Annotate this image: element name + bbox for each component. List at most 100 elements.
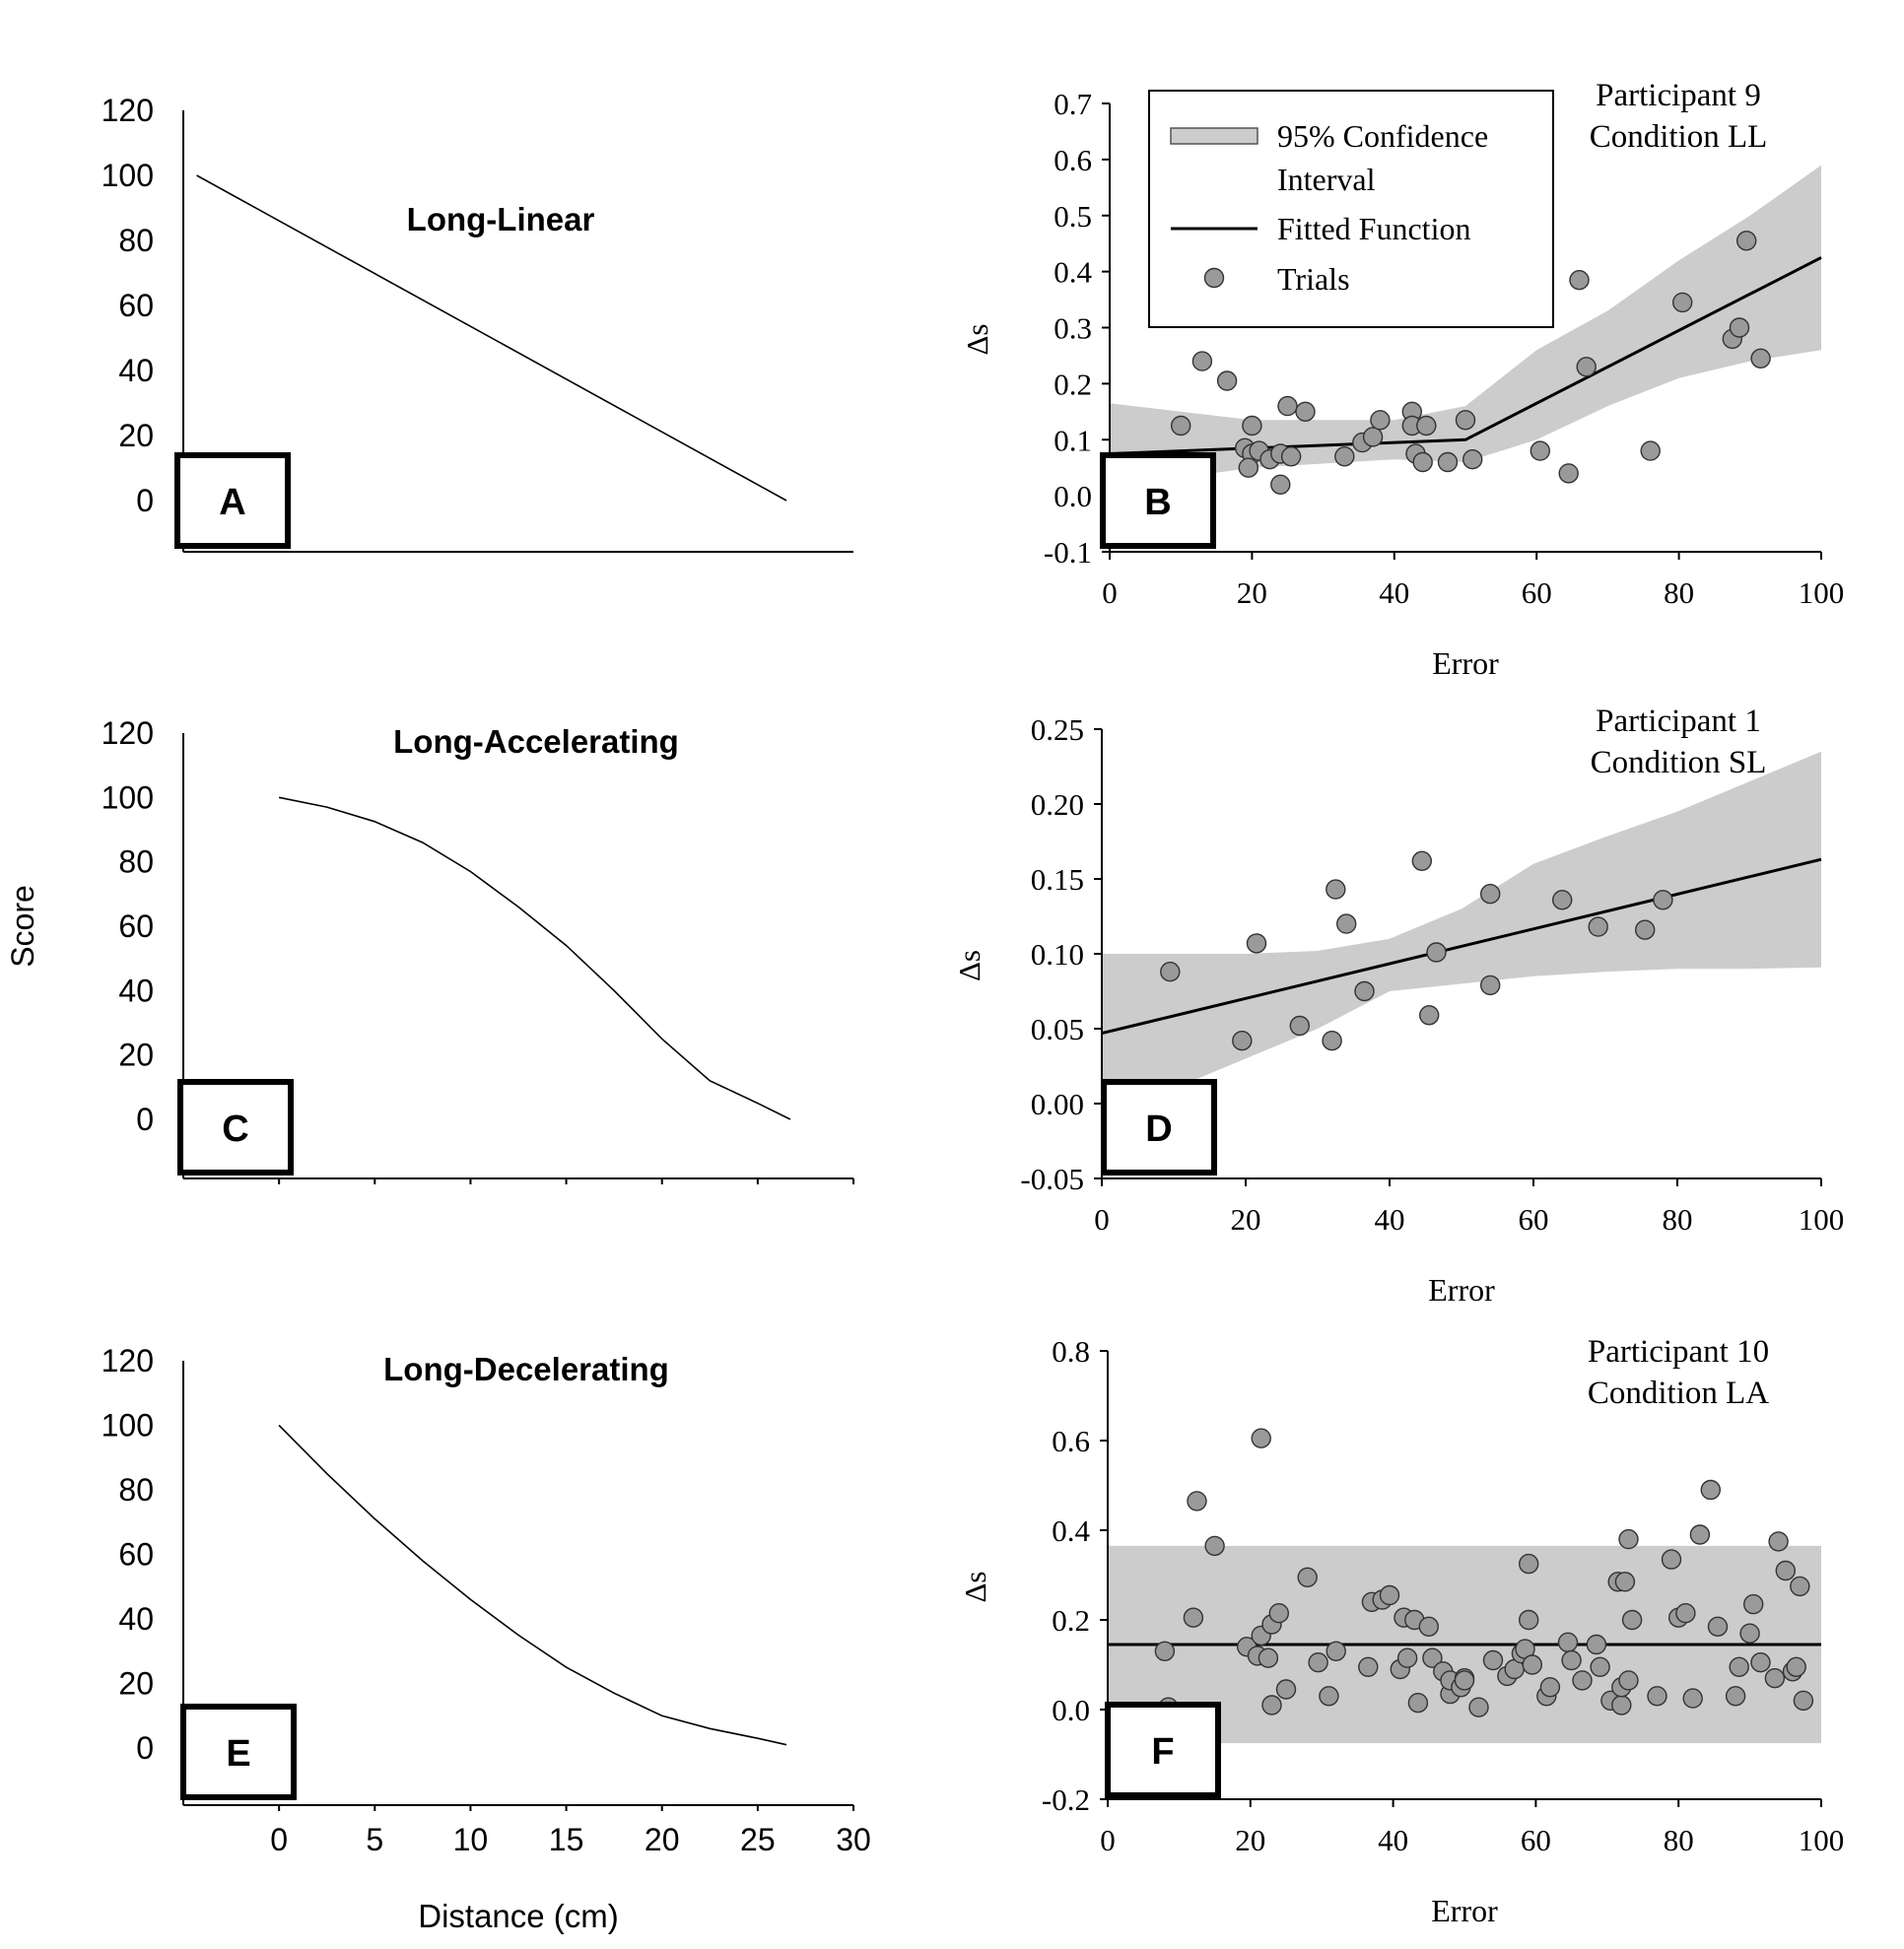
panel-label: C xyxy=(222,1109,248,1150)
series-line xyxy=(278,1424,787,1746)
participant-label: Participant 10 xyxy=(1588,1334,1769,1370)
trial-point xyxy=(1308,1651,1328,1673)
panel-label-box xyxy=(180,1704,297,1800)
x-tick-label: 40 xyxy=(1379,575,1409,610)
trial-point xyxy=(1335,913,1357,934)
trial-point xyxy=(1479,884,1501,905)
trial-point xyxy=(1216,370,1238,391)
trial-point xyxy=(1729,1656,1749,1678)
chart-title: Long-Linear xyxy=(407,201,595,237)
trial-point xyxy=(1261,1695,1282,1715)
trial-point xyxy=(1277,395,1298,417)
trial-point xyxy=(1187,1491,1207,1512)
trial-point xyxy=(1739,1623,1760,1644)
y-tick-label: 0 xyxy=(136,483,154,518)
trial-point xyxy=(1295,401,1316,422)
series-line xyxy=(278,796,791,1120)
y-tick-label: 60 xyxy=(118,1537,154,1573)
legend-trials-label: Trials xyxy=(1277,261,1350,297)
panel-label-box xyxy=(1105,1702,1221,1798)
trial-point xyxy=(1191,351,1213,371)
trial-point xyxy=(1322,1030,1342,1051)
trial-point xyxy=(1618,1528,1639,1550)
panel-label: A xyxy=(219,482,245,523)
trial-point xyxy=(1411,850,1433,871)
confidence-band xyxy=(1102,751,1821,1089)
trial-point xyxy=(1682,1688,1703,1709)
trial-point xyxy=(1518,1553,1539,1575)
participant-label: Participant 9 xyxy=(1596,78,1761,113)
panel-label-box xyxy=(1101,1079,1217,1176)
y-tick-label: 20 xyxy=(118,418,154,453)
x-tick-label: 20 xyxy=(645,1822,680,1857)
trial-point xyxy=(1412,451,1433,473)
trial-point xyxy=(1289,1015,1311,1037)
trial-point xyxy=(1468,1697,1489,1717)
trial-point xyxy=(1611,1695,1632,1715)
x-tick-label: 0 xyxy=(1094,1202,1110,1237)
condition-label: Condition LA xyxy=(1588,1376,1769,1411)
trial-point xyxy=(1742,1593,1764,1615)
trial-point xyxy=(1326,879,1346,900)
legend-ci-label: 95% Confidence xyxy=(1277,118,1488,154)
trial-point xyxy=(1407,1692,1429,1714)
x-tick-label: 100 xyxy=(1799,1823,1845,1857)
legend-ci-swatch xyxy=(1170,127,1258,145)
trial-point xyxy=(1775,1560,1797,1581)
legend-trials-swatch xyxy=(1203,267,1225,289)
trial-point xyxy=(1358,1656,1379,1678)
panel-label: E xyxy=(226,1733,250,1775)
y-tick-label: 0.8 xyxy=(1052,1334,1090,1369)
x-tick-label: 80 xyxy=(1664,575,1694,610)
participant-label: Participant 1 xyxy=(1596,704,1761,739)
y-tick-label: 40 xyxy=(118,353,154,388)
trial-point xyxy=(1768,1531,1789,1552)
y-tick-label: 100 xyxy=(102,779,154,815)
y-tick-label: 0.20 xyxy=(1031,787,1084,822)
trial-point xyxy=(1707,1616,1729,1638)
trial-point xyxy=(1251,1428,1271,1448)
y-tick-label: 0.4 xyxy=(1054,255,1092,290)
y-tick-label: 40 xyxy=(118,1601,154,1637)
y-tick-label: 80 xyxy=(118,844,154,880)
trial-point xyxy=(1700,1479,1722,1501)
trial-point xyxy=(1725,1686,1746,1707)
x-axis-label: Distance (cm) xyxy=(418,1898,619,1934)
x-tick-label: 0 xyxy=(1102,575,1118,610)
y-tick-label: 20 xyxy=(118,1666,154,1702)
y-tick-label: 60 xyxy=(118,908,154,944)
x-tick-label: 20 xyxy=(1235,1823,1265,1857)
y-tick-label: 0.0 xyxy=(1054,479,1092,513)
x-tick-label: 60 xyxy=(1521,1823,1551,1857)
trial-point xyxy=(1454,1670,1475,1691)
y-tick-label: 0.10 xyxy=(1031,937,1084,972)
trial-point xyxy=(1640,440,1661,461)
x-tick-label: 15 xyxy=(549,1822,584,1857)
x-tick-label: 60 xyxy=(1519,1202,1549,1237)
trial-point xyxy=(1586,1634,1607,1655)
trial-point xyxy=(1522,1654,1543,1675)
trial-point xyxy=(1661,1549,1682,1570)
trial-point xyxy=(1246,933,1267,954)
trial-point xyxy=(1614,1572,1636,1592)
trial-point xyxy=(1379,1584,1400,1606)
trial-point xyxy=(1750,348,1771,369)
trial-point xyxy=(1422,1647,1443,1668)
y-tick-label: 20 xyxy=(118,1038,154,1073)
trial-point xyxy=(1479,974,1501,996)
y-axis-label: Δs xyxy=(958,1572,992,1603)
panel-label: F xyxy=(1151,1731,1174,1773)
trial-point xyxy=(1319,1686,1339,1707)
y-tick-label: 0.6 xyxy=(1054,143,1092,177)
panel-D: -0.05 0.00 0.05 0.10 0.15 0.20 0.25 0 20 40 60 80 10… xyxy=(952,704,1844,1308)
x-tick-label: 30 xyxy=(836,1822,871,1857)
chart-title: Long-Decelerating xyxy=(383,1351,669,1387)
trial-point xyxy=(1154,1641,1176,1662)
y-tick-label: 0 xyxy=(136,1730,154,1766)
trial-point xyxy=(1518,1609,1539,1631)
trial-point xyxy=(1764,1667,1786,1689)
condition-label: Condition LL xyxy=(1590,119,1768,155)
y-tick-label: 0.00 xyxy=(1031,1087,1084,1121)
x-tick-label: 80 xyxy=(1664,1823,1694,1857)
panel-label-box xyxy=(177,1079,294,1176)
